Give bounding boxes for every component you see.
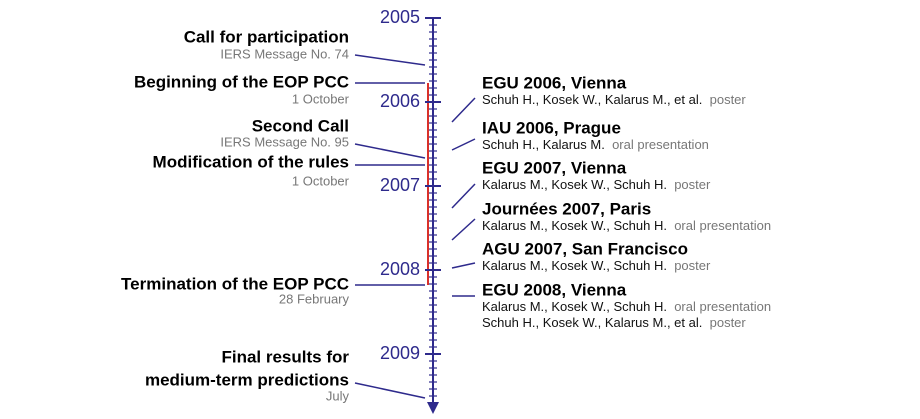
event-title: Second Call <box>252 116 349 135</box>
event-title: Termination of the EOP PCC <box>121 274 349 293</box>
authors: Kalarus M., Kosek W., Schuh H. <box>482 177 667 192</box>
conference-title: EGU 2008, Vienna <box>482 280 627 299</box>
connector <box>354 382 426 399</box>
event-note: IERS Message No. 74 <box>220 46 349 61</box>
publication: Kalarus M., Kosek W., Schuh H. oral pres… <box>482 218 771 233</box>
presentation-type: poster <box>674 258 711 273</box>
authors: Kalarus M., Kosek W., Schuh H. <box>482 299 667 314</box>
authors: Schuh H., Kosek W., Kalarus M., et al. <box>482 315 702 330</box>
connector <box>451 97 476 123</box>
year-label: 2006 <box>380 91 420 111</box>
presentation-type: poster <box>710 315 747 330</box>
event-title: Call for participation <box>184 27 349 46</box>
connector <box>451 138 476 151</box>
event-note: 1 October <box>292 91 350 106</box>
event-note: 1 October <box>292 173 350 188</box>
event-title: medium-term predictions <box>145 370 349 389</box>
conference-title: EGU 2006, Vienna <box>482 73 627 92</box>
publication: Kalarus M., Kosek W., Schuh H. poster <box>482 258 711 273</box>
connector <box>354 54 426 66</box>
event-note: 28 February <box>279 291 350 306</box>
event-note: July <box>326 388 350 403</box>
publication: Schuh H., Kosek W., Kalarus M., et al. p… <box>482 92 746 107</box>
connector <box>451 183 476 209</box>
conference-title: Journées 2007, Paris <box>482 199 651 218</box>
authors: Kalarus M., Kosek W., Schuh H. <box>482 258 667 273</box>
event-title: Beginning of the EOP PCC <box>134 72 349 91</box>
authors: Kalarus M., Kosek W., Schuh H. <box>482 218 667 233</box>
publication: Kalarus M., Kosek W., Schuh H. poster <box>482 177 711 192</box>
presentation-type: oral presentation <box>674 299 771 314</box>
presentation-type: oral presentation <box>674 218 771 233</box>
conference-title: EGU 2007, Vienna <box>482 158 627 177</box>
presentation-type: oral presentation <box>612 137 709 152</box>
authors: Schuh H., Kalarus M. <box>482 137 605 152</box>
connector <box>451 218 476 241</box>
conference-title: IAU 2006, Prague <box>482 118 621 137</box>
event-title: Modification of the rules <box>153 152 349 171</box>
connector <box>354 143 426 159</box>
connector <box>451 262 476 269</box>
publication: Schuh H., Kosek W., Kalarus M., et al. p… <box>482 315 746 330</box>
year-label: 2007 <box>380 175 420 195</box>
event-note: IERS Message No. 95 <box>220 134 349 149</box>
presentation-type: poster <box>710 92 747 107</box>
authors: Schuh H., Kosek W., Kalarus M., et al. <box>482 92 702 107</box>
publication: Schuh H., Kalarus M. oral presentation <box>482 137 709 152</box>
conference-title: AGU 2007, San Francisco <box>482 239 688 258</box>
presentation-type: poster <box>674 177 711 192</box>
publication: Kalarus M., Kosek W., Schuh H. oral pres… <box>482 299 771 314</box>
year-label: 2005 <box>380 7 420 27</box>
year-label: 2008 <box>380 259 420 279</box>
axis-arrow <box>427 402 439 414</box>
year-label: 2009 <box>380 343 420 363</box>
event-title: Final results for <box>221 347 349 366</box>
